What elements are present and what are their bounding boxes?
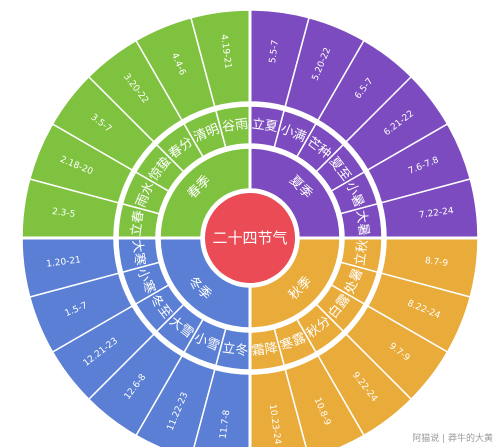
term-name-label: 立冬 [221,340,249,359]
term-date-label: 1.20-21 [46,255,82,269]
watermark: 阿猫说 | 莽牛的大黄 [412,434,493,444]
term-name-label: 霜降 [251,341,279,359]
term-name-label: 大寒 [129,239,148,267]
term-date-label: 11.7-8 [219,409,233,439]
term-name-label: 大暑 [353,209,371,237]
term-name-label: 立秋 [353,239,371,267]
term-date-label: 5.5-7 [268,39,281,63]
center-circle [205,193,295,283]
term-date-label: 4.19-21 [218,34,232,70]
term-name-label: 谷雨 [221,117,249,135]
term-date-label: 7.22-24 [419,206,455,220]
term-date-label: 8.7-9 [424,256,449,269]
center-label: 二十四节气 [212,229,287,247]
ring-divider [19,7,481,447]
term-date-label: 2.3-5 [51,207,75,220]
term-name-label: 立夏 [251,117,279,135]
term-name-label: 立春 [129,209,147,237]
